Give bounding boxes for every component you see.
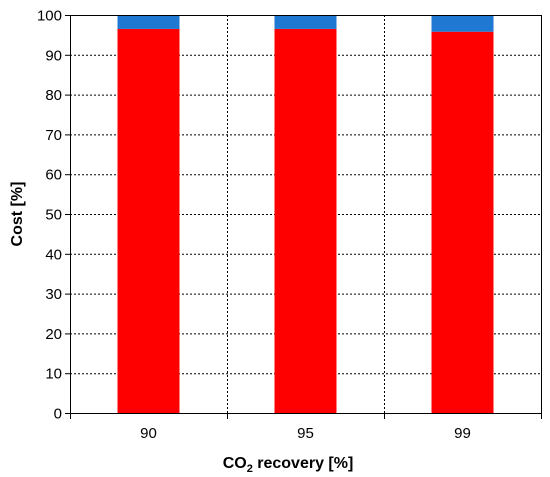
x-tick-label-99: 99	[454, 425, 471, 442]
bar-90-segment-1	[117, 28, 180, 414]
bar-99-segment-1	[431, 31, 494, 413]
y-tick-label-70: 70	[45, 127, 62, 144]
y-tick-label-80: 80	[45, 87, 62, 104]
y-tick-label-90: 90	[45, 47, 62, 64]
y-tick-label-10: 10	[45, 366, 62, 383]
x-tick-labels: 90 95 99	[140, 425, 471, 442]
x-tick-label-95: 95	[297, 425, 314, 442]
bar-95-segment-2	[274, 15, 337, 29]
x-tick-label-90: 90	[140, 425, 157, 442]
y-tick-label-100: 100	[37, 8, 62, 25]
y-tick-label-60: 60	[45, 167, 62, 184]
x-axis-title-main: CO	[223, 455, 247, 472]
y-tick-label-0: 0	[54, 406, 62, 423]
bar-99-segment-2	[431, 15, 494, 32]
x-axis-title-rest: recovery [%]	[253, 455, 354, 472]
y-tick-label-30: 30	[45, 286, 62, 303]
x-axis-title: CO2 recovery [%]	[223, 455, 354, 475]
y-tick-label-20: 20	[45, 326, 62, 343]
bars	[117, 15, 494, 414]
y-tick-labels: 0 10 20 30 40 50 60 70 80 90 100	[37, 8, 62, 423]
y-axis-title: Cost [%]	[9, 182, 26, 247]
y-tick-label-50: 50	[45, 207, 62, 224]
bar-95-segment-1	[274, 28, 337, 414]
bar-90-segment-2	[117, 15, 180, 29]
x-axis-title-subscript: 2	[247, 463, 253, 475]
y-tick-label-40: 40	[45, 246, 62, 263]
axes	[65, 15, 542, 419]
